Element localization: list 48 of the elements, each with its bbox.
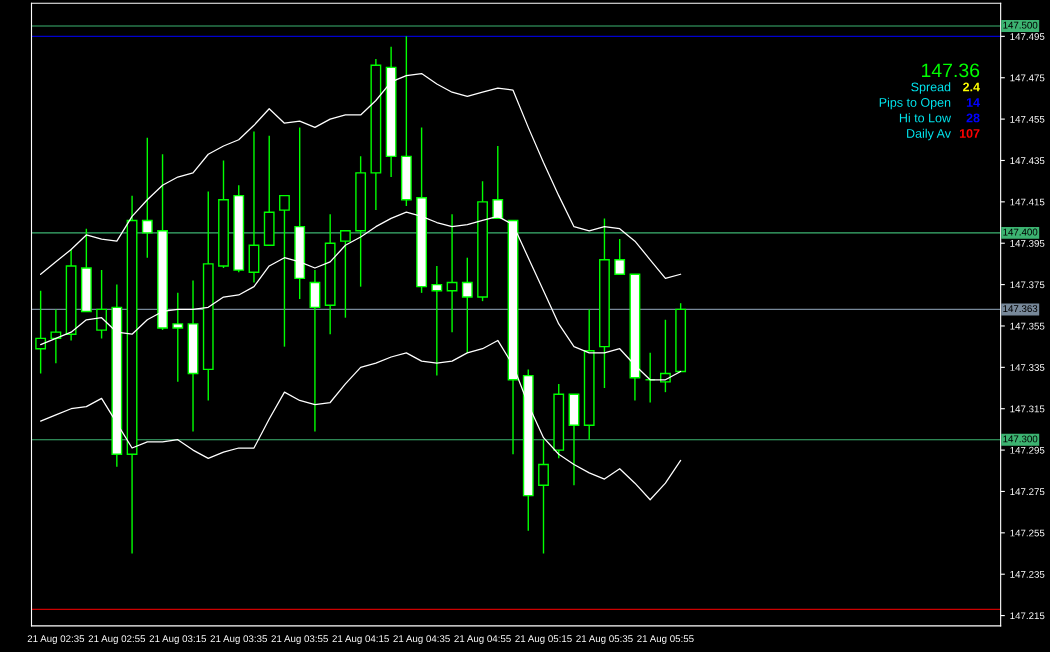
y-tick-label: 147.455 bbox=[1010, 115, 1045, 123]
y-tick-label: 147.475 bbox=[1010, 74, 1045, 82]
candlestick bbox=[35, 290, 47, 375]
candlestick bbox=[279, 194, 290, 348]
x-tick-label: 21 Aug 04:35 bbox=[393, 635, 450, 645]
candlestick bbox=[141, 137, 153, 259]
x-tick-label: 21 Aug 05:15 bbox=[515, 635, 572, 645]
text: 107 bbox=[959, 129, 980, 138]
x-tick-label: 21 Aug 04:15 bbox=[332, 635, 389, 645]
y-tick-label: 147.235 bbox=[1010, 570, 1045, 578]
y-tick-label: 147.415 bbox=[1010, 198, 1045, 206]
y-tick-label: 147.335 bbox=[1010, 364, 1045, 371]
y-tick-label: 147.495 bbox=[1010, 33, 1045, 40]
x-tick-label: 21 Aug 05:35 bbox=[576, 635, 633, 645]
candlestick bbox=[96, 269, 108, 340]
text: Pips to Open bbox=[879, 97, 951, 110]
y-tick-label: 147.295 bbox=[1010, 446, 1045, 454]
y-tick-label: 147.355 bbox=[1010, 322, 1045, 330]
text: Daily Av bbox=[907, 128, 951, 141]
text: 28 bbox=[966, 113, 980, 123]
ref-line-label: 147.400 bbox=[1003, 228, 1038, 236]
text: Hi to Low bbox=[899, 113, 952, 123]
ref-line-label: 147.500 bbox=[1003, 21, 1038, 29]
candlestick bbox=[339, 230, 351, 319]
y-tick-label: 147.375 bbox=[1010, 281, 1045, 289]
x-tick-label: 21 Aug 02:35 bbox=[27, 635, 85, 645]
candlestick bbox=[50, 308, 62, 364]
y-tick-label: 147.395 bbox=[1010, 239, 1045, 247]
text: 2.4 bbox=[963, 82, 980, 92]
x-tick-label: 21 Aug 03:15 bbox=[149, 635, 207, 645]
x-tick-label: 21 Aug 03:35 bbox=[210, 635, 267, 645]
y-tick-label: 147.275 bbox=[1010, 488, 1045, 496]
y-tick-label: 147.255 bbox=[1010, 529, 1045, 537]
x-tick-label: 21 Aug 02:55 bbox=[88, 635, 146, 645]
x-tick-label: 21 Aug 04:55 bbox=[454, 635, 511, 645]
text: Spread bbox=[911, 82, 951, 94]
candlestick bbox=[659, 319, 671, 393]
x-tick-label: 21 Aug 05:55 bbox=[637, 635, 694, 645]
x-tick-label: 21 Aug 03:55 bbox=[271, 635, 328, 645]
y-tick-label: 147.435 bbox=[1010, 157, 1045, 165]
ref-line-label: 147.300 bbox=[1003, 435, 1038, 443]
candlestick bbox=[614, 238, 626, 275]
ref-line-label: 147.363 bbox=[1003, 305, 1038, 313]
text: 14 bbox=[966, 98, 980, 107]
y-tick-label: 147.215 bbox=[1010, 612, 1045, 620]
text: 147.36 bbox=[922, 63, 980, 78]
y-tick-label: 147.315 bbox=[1010, 405, 1045, 413]
candlestick bbox=[538, 439, 549, 555]
